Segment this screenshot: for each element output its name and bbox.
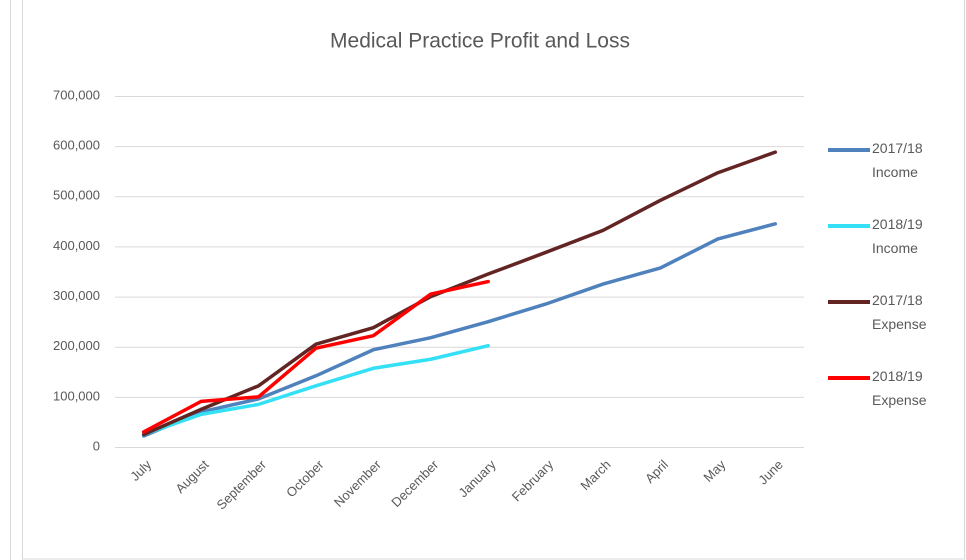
- y-tick-label: 500,000: [53, 188, 100, 203]
- legend-item: 2017/18 Expense: [828, 288, 958, 338]
- y-tick-label: 700,000: [53, 87, 100, 102]
- x-tick-label: July: [127, 457, 154, 484]
- x-tick-label: September: [214, 456, 270, 512]
- x-tick-label: March: [577, 457, 613, 493]
- legend-swatch: [828, 224, 870, 228]
- x-tick-label: October: [283, 456, 327, 500]
- legend-item: 2017/18 Income: [828, 136, 958, 186]
- y-tick-label: 100,000: [53, 388, 100, 403]
- legend-label: 2018/19 Expense: [872, 368, 927, 408]
- chart-title: Medical Practice Profit and Loss: [330, 30, 630, 53]
- y-tick-label: 300,000: [53, 288, 100, 303]
- y-tick-label: 600,000: [53, 138, 100, 153]
- x-tick-label: November: [331, 456, 384, 509]
- x-tick-label: February: [509, 457, 557, 505]
- series-line: [141, 279, 490, 434]
- y-tick-label: 200,000: [53, 338, 100, 353]
- chart-frame: [22, 0, 965, 560]
- legend-swatch: [828, 376, 870, 380]
- x-tick-label: December: [388, 456, 441, 509]
- x-tick-label: May: [700, 457, 728, 485]
- legend-item: 2018/19 Expense: [828, 364, 958, 414]
- x-tick-label: April: [642, 457, 671, 486]
- x-tick-label: June: [755, 457, 786, 488]
- x-tick-label: August: [172, 457, 211, 496]
- y-tick-label: 0: [93, 438, 100, 453]
- legend-label: 2017/18 Income: [872, 140, 923, 180]
- x-tick-label: January: [455, 457, 499, 501]
- legend-label: 2017/18 Expense: [872, 292, 927, 332]
- legend-swatch: [828, 148, 870, 152]
- series-line: [141, 222, 778, 438]
- series-line: [141, 150, 778, 437]
- y-tick-label: 400,000: [53, 238, 100, 253]
- legend-swatch: [828, 300, 870, 304]
- legend-label: 2018/19 Income: [872, 216, 923, 256]
- series-line: [141, 343, 490, 437]
- legend-item: 2018/19 Income: [828, 212, 958, 262]
